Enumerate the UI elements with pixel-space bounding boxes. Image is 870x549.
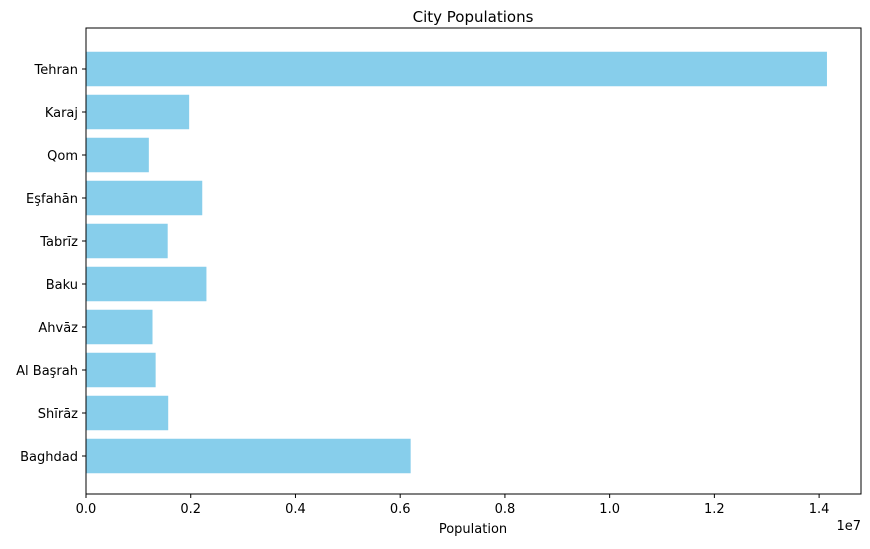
x-axis-ticks: 0.0 0.2 0.4 0.6 0.8 1.0 1.2 1.4 [76,494,830,517]
x-tick-label: 0.2 [180,502,201,517]
bar-tabr-z [86,223,168,259]
y-tick-label: Al Başrah [16,364,78,379]
bar-ahv-z [86,309,153,345]
bar-baghdad [86,438,411,474]
bars-group [86,51,827,474]
y-axis-ticks: Baghdad Shīrāz Al Başrah Ahvāz Baku Tabrīz Eşf… [16,63,86,465]
bar-al-ba-rah [86,352,156,388]
bar-e-fah-n [86,180,203,216]
x-tick-label: 0.4 [285,502,306,517]
x-tick-label: 1.2 [704,502,725,517]
y-tick-label: Ahvāz [38,321,78,336]
bar-baku [86,266,207,302]
x-axis-label: Population [439,522,507,537]
y-tick-label: Baku [46,278,78,293]
bar-sh-r-z [86,395,169,431]
y-tick-label: Shīrāz [38,407,78,422]
y-tick-label: Qom [47,149,78,164]
bar-karaj [86,94,190,130]
chart-title: City Populations [413,8,534,26]
y-tick-label: Karaj [45,106,78,121]
x-axis-scale-note: 1e7 [836,519,861,534]
bar-qom [86,137,149,173]
y-tick-label: Tabrīz [39,235,78,250]
y-tick-label: Baghdad [20,450,78,465]
y-tick-label: Tehran [33,63,78,78]
x-tick-label: 0.0 [76,502,97,517]
plot-frame [85,27,862,495]
x-tick-label: 1.4 [809,502,830,517]
x-tick-label: 0.6 [390,502,411,517]
x-tick-label: 1.0 [599,502,620,517]
x-tick-label: 0.8 [495,502,516,517]
bar-tehran [86,51,827,87]
y-tick-label: Eşfahān [26,192,78,207]
